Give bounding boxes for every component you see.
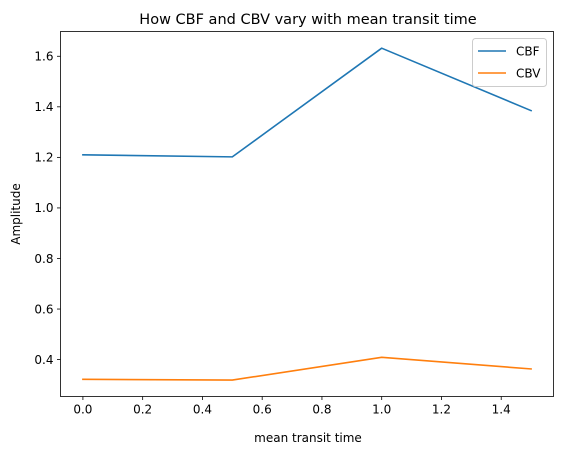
legend: CBF CBV bbox=[472, 38, 547, 87]
y-axis: 0.4 0.6 0.8 1.0 1.2 1.4 1.6 bbox=[34, 50, 61, 367]
series-layer bbox=[82, 47, 533, 381]
x-tick-label: 1.2 bbox=[432, 403, 451, 417]
x-tick-label: 0.8 bbox=[312, 403, 331, 417]
y-tick-label: 1.6 bbox=[34, 50, 53, 64]
legend-label: CBF bbox=[516, 44, 540, 58]
x-tick-label: 0.0 bbox=[73, 403, 92, 417]
x-axis: 0.0 0.2 0.4 0.6 0.8 1.0 1.2 1.4 bbox=[73, 396, 511, 417]
x-tick-label: 0.4 bbox=[193, 403, 212, 417]
y-tick-label: 1.4 bbox=[34, 100, 53, 114]
y-axis-label: Amplitude bbox=[9, 183, 23, 245]
y-tick-label: 1.0 bbox=[34, 201, 53, 215]
x-tick-label: 0.6 bbox=[253, 403, 272, 417]
plot-frame bbox=[60, 31, 554, 397]
plot-area bbox=[60, 31, 554, 397]
y-tick-label: 0.6 bbox=[34, 302, 53, 316]
x-tick-label: 1.4 bbox=[492, 403, 511, 417]
x-tick-label: 1.0 bbox=[372, 403, 391, 417]
x-tick-label: 0.2 bbox=[133, 403, 152, 417]
y-tick-label: 1.2 bbox=[34, 151, 53, 165]
chart-title: How CBF and CBV vary with mean transit t… bbox=[139, 12, 476, 28]
y-tick-label: 0.4 bbox=[34, 353, 53, 367]
x-axis-label: mean transit time bbox=[254, 431, 362, 445]
y-tick-label: 0.8 bbox=[34, 252, 53, 266]
series-line-cbf bbox=[82, 47, 533, 158]
legend-label: CBV bbox=[516, 66, 541, 80]
series-line-cbv bbox=[82, 356, 532, 381]
